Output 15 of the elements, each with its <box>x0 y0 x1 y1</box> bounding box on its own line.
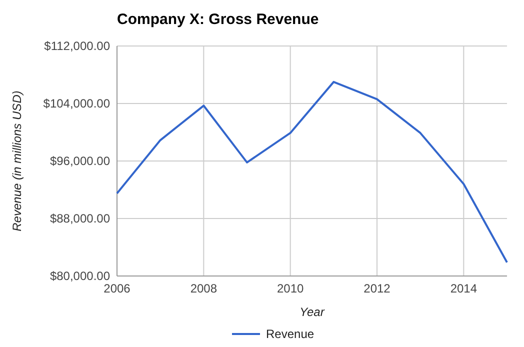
legend-label: Revenue <box>266 327 314 341</box>
x-axis-title: Year <box>300 305 326 319</box>
y-tick-label: $88,000.00 <box>50 211 110 226</box>
line-series <box>116 80 508 264</box>
x-tick-label: 2012 <box>364 282 391 296</box>
chart-title: Company X: Gross Revenue <box>117 11 319 28</box>
y-tick-label: $104,000.00 <box>43 96 110 110</box>
x-tick-label: 2014 <box>450 282 478 296</box>
y-tick-label: $96,000.00 <box>50 154 110 168</box>
x-tick-label: 2006 <box>104 282 131 296</box>
y-axis-title: Revenue (in millions USD) <box>10 90 24 232</box>
y-tick-label: $80,000.00 <box>50 268 110 283</box>
x-tick-label: 2008 <box>190 282 218 296</box>
x-tick-label: 2010 <box>276 282 304 296</box>
y-tick-label: $112,000.00 <box>44 38 110 53</box>
